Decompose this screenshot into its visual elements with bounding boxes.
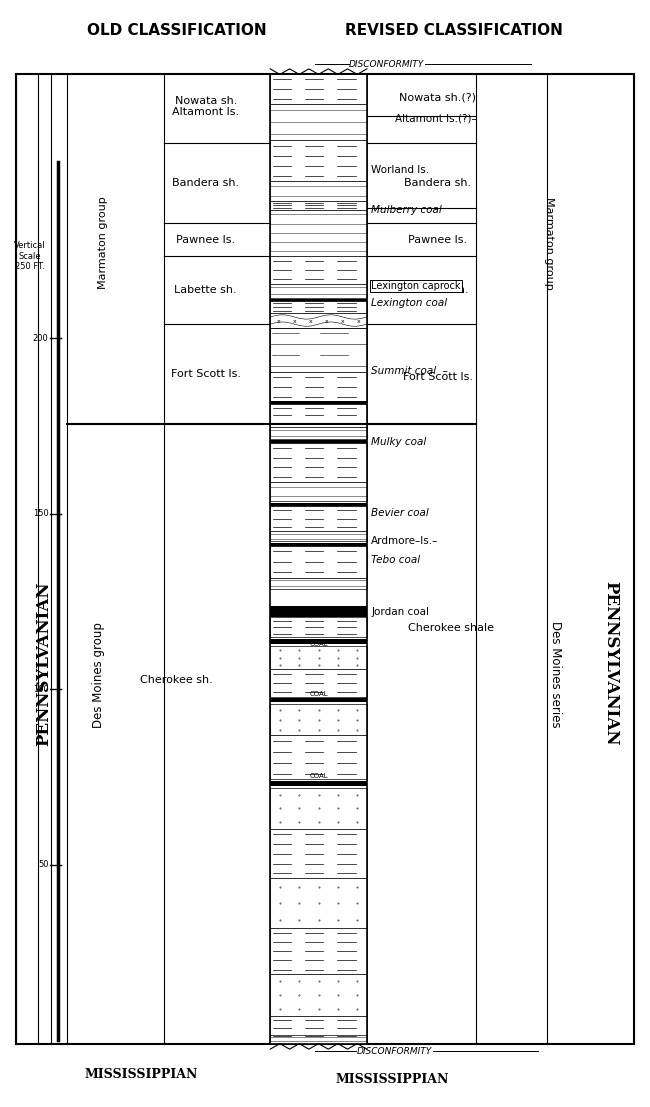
Bar (270, 301, 367, 313)
Bar (270, 531, 367, 541)
Bar (270, 482, 367, 500)
Bar (270, 829, 367, 879)
Text: Tebo coal: Tebo coal (371, 555, 421, 565)
Text: Cherokee sh.: Cherokee sh. (140, 675, 213, 685)
Text: x: x (276, 319, 280, 323)
Bar (270, 361, 367, 372)
Bar (270, 427, 367, 439)
Text: x: x (357, 319, 361, 323)
Text: COAL: COAL (309, 773, 328, 779)
Text: 200: 200 (32, 333, 49, 342)
Bar (270, 372, 367, 402)
Text: x: x (309, 319, 313, 323)
Text: DISCONFORMITY: DISCONFORMITY (348, 60, 424, 69)
Text: Fort Scott ls.: Fort Scott ls. (171, 369, 240, 379)
Text: 50: 50 (38, 860, 49, 869)
Bar (270, 441, 367, 446)
Text: Pawnee ls.: Pawnee ls. (176, 235, 235, 245)
Text: Nowata sh.(?): Nowata sh.(?) (399, 93, 476, 103)
Bar (270, 328, 367, 372)
Text: Labette sh.: Labette sh. (174, 286, 237, 296)
Text: Des Moines group: Des Moines group (92, 622, 105, 727)
Text: Mulky coal: Mulky coal (371, 437, 426, 447)
Bar (270, 1035, 367, 1044)
Bar (270, 578, 367, 589)
Text: Bevier coal: Bevier coal (371, 508, 429, 518)
Bar (270, 735, 367, 779)
Text: Ardmore–ls.–: Ardmore–ls.– (371, 537, 439, 547)
Bar (270, 669, 367, 696)
Text: Marmaton group: Marmaton group (544, 197, 554, 289)
Text: Mulberry coal: Mulberry coal (371, 205, 442, 215)
Bar (270, 401, 367, 406)
Text: OLD CLASSIFICATION: OLD CLASSIFICATION (87, 23, 266, 38)
Text: COAL: COAL (309, 692, 328, 697)
Bar (270, 74, 367, 104)
Text: Jordan coal: Jordan coal (371, 607, 430, 617)
Bar (16, 74, 634, 1044)
Bar (270, 607, 367, 618)
Text: COAL: COAL (309, 641, 328, 646)
Text: MISSISSIPPIAN: MISSISSIPPIAN (336, 1074, 449, 1086)
Text: x: x (341, 319, 344, 323)
Bar (270, 141, 367, 182)
Bar (270, 646, 367, 669)
Text: Altamont ls.(?)–: Altamont ls.(?)– (395, 113, 476, 123)
Text: Marmaton group: Marmaton group (98, 197, 108, 289)
Bar (270, 256, 367, 283)
Bar (270, 313, 367, 328)
Bar (270, 506, 367, 531)
Text: DISCONFORMITY: DISCONFORMITY (357, 1047, 432, 1056)
Bar (270, 1016, 367, 1041)
Text: Pawnee ls.: Pawnee ls. (408, 235, 467, 245)
Bar (270, 283, 367, 298)
Bar (270, 879, 367, 928)
Bar (270, 928, 367, 974)
Bar (270, 444, 367, 482)
Bar (270, 182, 367, 201)
Bar (270, 782, 367, 786)
Bar (270, 339, 367, 350)
Text: x: x (325, 319, 328, 323)
Text: Fort Scott ls.: Fort Scott ls. (403, 372, 473, 382)
Bar (270, 704, 367, 735)
Bar (270, 210, 367, 256)
Text: Cherokee shale: Cherokee shale (408, 623, 493, 633)
Text: Nowata sh.
Altamont ls.: Nowata sh. Altamont ls. (172, 95, 239, 117)
Text: Bandera sh.: Bandera sh. (172, 178, 239, 188)
Text: Worland ls.: Worland ls. (371, 165, 430, 175)
Bar (270, 697, 367, 702)
Bar (270, 640, 367, 644)
Text: Lexington coal: Lexington coal (371, 299, 447, 309)
Text: Bandera sh.: Bandera sh. (404, 178, 471, 188)
Bar (270, 544, 367, 549)
Bar (270, 788, 367, 829)
Bar (270, 201, 367, 210)
Bar (270, 104, 367, 141)
Text: Des Moines series: Des Moines series (549, 621, 562, 728)
Text: Summit coal  –: Summit coal – (371, 365, 448, 375)
Text: x: x (292, 319, 296, 323)
Text: REVISED CLASSIFICATION: REVISED CLASSIFICATION (345, 23, 563, 38)
Text: Lexington caprock: Lexington caprock (371, 281, 461, 291)
Bar (270, 299, 367, 303)
Text: Vertical
Scale
250 FT.: Vertical Scale 250 FT. (14, 241, 46, 271)
Text: MISSISSIPPIAN: MISSISSIPPIAN (84, 1068, 198, 1080)
Text: 100: 100 (32, 685, 49, 694)
Bar (270, 74, 367, 1044)
Text: PENNSYLVANIAN: PENNSYLVANIAN (35, 581, 52, 746)
Bar (270, 503, 367, 509)
Bar (270, 618, 367, 638)
Bar (270, 974, 367, 1016)
Text: 150: 150 (32, 509, 49, 518)
Bar (270, 404, 367, 427)
Text: Labette sh.: Labette sh. (406, 286, 469, 296)
Text: PENNSYLVANIAN: PENNSYLVANIAN (602, 581, 619, 746)
Bar (270, 546, 367, 578)
